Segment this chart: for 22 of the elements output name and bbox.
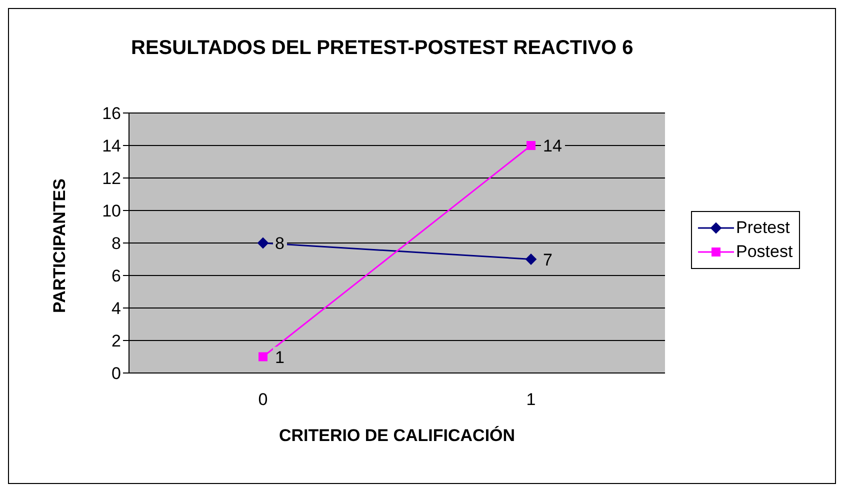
point [258,238,268,248]
y-tick-label: 2 [112,332,121,351]
data-label: 7 [543,250,552,270]
chart-title: RESULTADOS DEL PRETEST-POSTEST REACTIVO 6 [130,37,634,60]
y-tick-label: 6 [112,266,121,286]
y-tick-label: 10 [102,202,121,221]
point [526,254,536,265]
data-label: 8 [275,234,284,253]
legend-label: Pretest [736,218,790,238]
y-axis-title: PARTICIPANTES [50,178,70,313]
y-tick-label: 0 [112,364,121,384]
y-tick-label: 4 [112,299,121,318]
data-label: 1 [275,348,284,367]
legend-label: Postest [736,242,793,262]
y-tick-label: 12 [102,169,121,188]
data-label: 14 [543,136,562,156]
y-tick-label: 8 [112,234,121,254]
point [258,352,268,362]
y-tick-label: 16 [102,104,121,124]
y-tick-label: 14 [102,136,121,156]
x-axis-title: CRITERIO DE CALIFICACIÓN [278,425,516,445]
point [526,141,536,150]
